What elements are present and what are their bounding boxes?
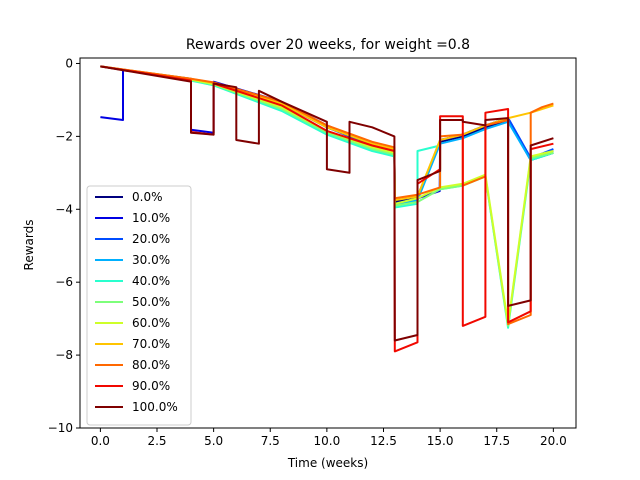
x-tick-label: 20.0 — [540, 434, 567, 448]
y-axis-label: Rewards — [22, 220, 36, 271]
x-tick-label: 2.5 — [147, 434, 166, 448]
series-layer — [100, 65, 554, 353]
legend-label: 30.0% — [132, 253, 170, 267]
legend-label: 40.0% — [132, 274, 170, 288]
x-tick-label: 10.0 — [314, 434, 341, 448]
legend-label: 20.0% — [132, 232, 170, 246]
y-tick-label: 0 — [65, 56, 73, 70]
y-tick-label: −6 — [55, 275, 73, 289]
chart-title: Rewards over 20 weeks, for weight =0.8 — [186, 37, 470, 53]
legend-label: 80.0% — [132, 358, 170, 372]
x-axis-label: Time (weeks) — [287, 456, 368, 470]
x-tick-label: 15.0 — [427, 434, 454, 448]
legend: 0.0% 10.0% 20.0% 30.0% 40.0% 50.0% 60.0% 70.0% 8… — [86, 185, 192, 426]
y-tick-label: −4 — [55, 202, 73, 216]
series-line-10 — [100, 65, 554, 342]
legend-label: 60.0% — [132, 316, 170, 330]
y-tick-label: −2 — [55, 129, 73, 143]
x-tick-label: 7.5 — [261, 434, 280, 448]
legend-label: 70.0% — [132, 337, 170, 351]
x-tick-label: 12.5 — [370, 434, 397, 448]
y-tick-label: −8 — [55, 348, 73, 362]
x-tick-label: 0.0 — [91, 434, 110, 448]
x-axis: 0.0 2.5 5.0 7.5 10.0 12.5 15.0 17.5 20.0 — [91, 428, 567, 448]
legend-label: 10.0% — [132, 211, 170, 225]
x-tick-label: 5.0 — [204, 434, 223, 448]
plot-frame — [79, 57, 577, 429]
x-tick-label: 17.5 — [483, 434, 510, 448]
legend-label: 0.0% — [132, 190, 163, 204]
legend-label: 100.0% — [132, 400, 178, 414]
y-axis: 0 −2 −4 −6 −8 −10 — [48, 56, 80, 435]
legend-label: 50.0% — [132, 295, 170, 309]
y-tick-label: −10 — [48, 421, 73, 435]
legend-label: 90.0% — [132, 379, 170, 393]
